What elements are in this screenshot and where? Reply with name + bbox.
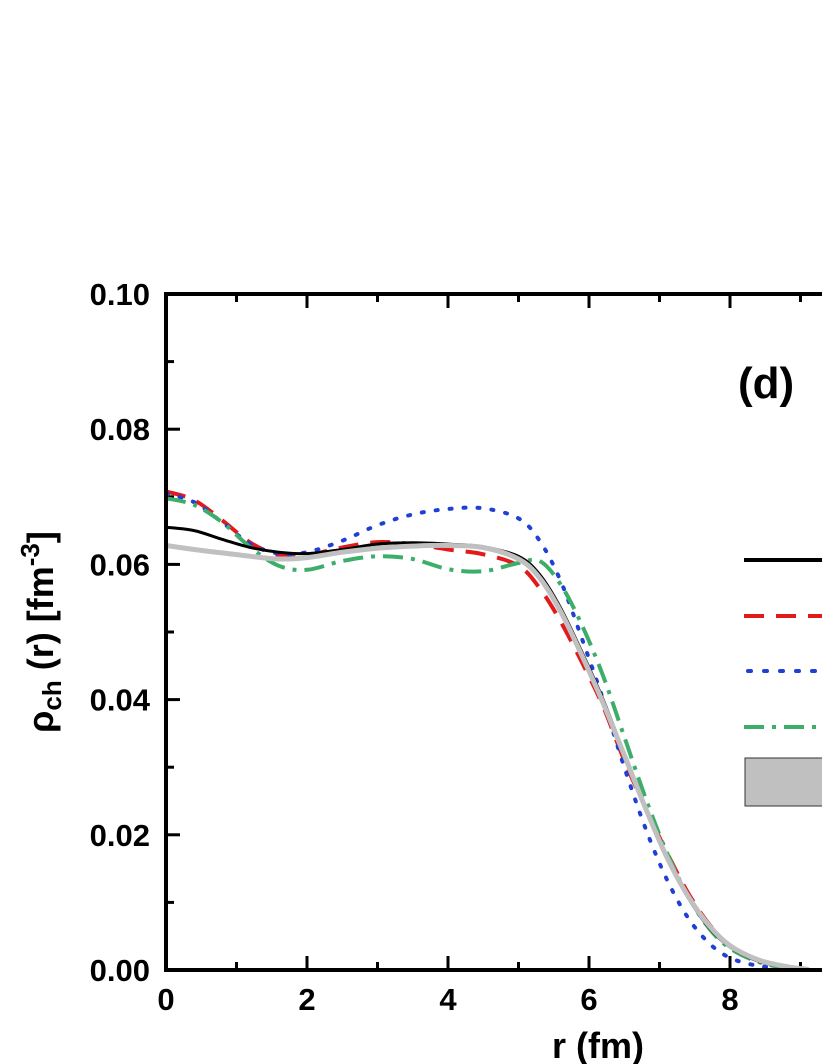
legend-band-swatch [744, 757, 822, 807]
series-line-dotted [166, 491, 810, 970]
x-tick-label: 6 [580, 982, 597, 1017]
y-axis-end: ] [20, 531, 61, 543]
series-line-solid [166, 525, 808, 970]
y-axis-rho: ρ [20, 711, 61, 733]
y-axis-subscript: ch [37, 680, 67, 710]
series-line-band [166, 542, 810, 970]
y-axis-superscript: -3 [15, 543, 45, 566]
x-axis-title: r (fm) [552, 1025, 644, 1064]
y-tick-label: 0.00 [90, 953, 150, 988]
y-tick-labels: 0.00 0.02 0.04 0.06 0.08 0.10 [90, 277, 151, 988]
legend [744, 558, 822, 807]
y-tick-label: 0.04 [90, 683, 151, 718]
series-line-dashed [166, 489, 808, 970]
axis-ticks [164, 292, 802, 972]
panel-label: (d) [738, 359, 794, 408]
y-tick-label: 0.06 [90, 547, 150, 582]
y-axis-title: ρch (r) [fm-3] [15, 531, 67, 733]
x-tick-label: 2 [298, 982, 315, 1017]
axes-frame [164, 292, 822, 972]
y-tick-label: 0.08 [90, 412, 150, 447]
y-tick-label: 0.10 [90, 277, 150, 312]
x-tick-label: 8 [721, 982, 738, 1017]
x-tick-label: 0 [157, 982, 174, 1017]
series-line-dashdot [166, 496, 808, 970]
x-tick-label: 4 [439, 982, 457, 1017]
x-tick-labels: 0 2 4 6 8 [157, 982, 738, 1017]
y-tick-label: 0.02 [90, 818, 150, 853]
y-axis-mid: (r) [fm [20, 566, 61, 680]
series-lines [166, 489, 810, 970]
